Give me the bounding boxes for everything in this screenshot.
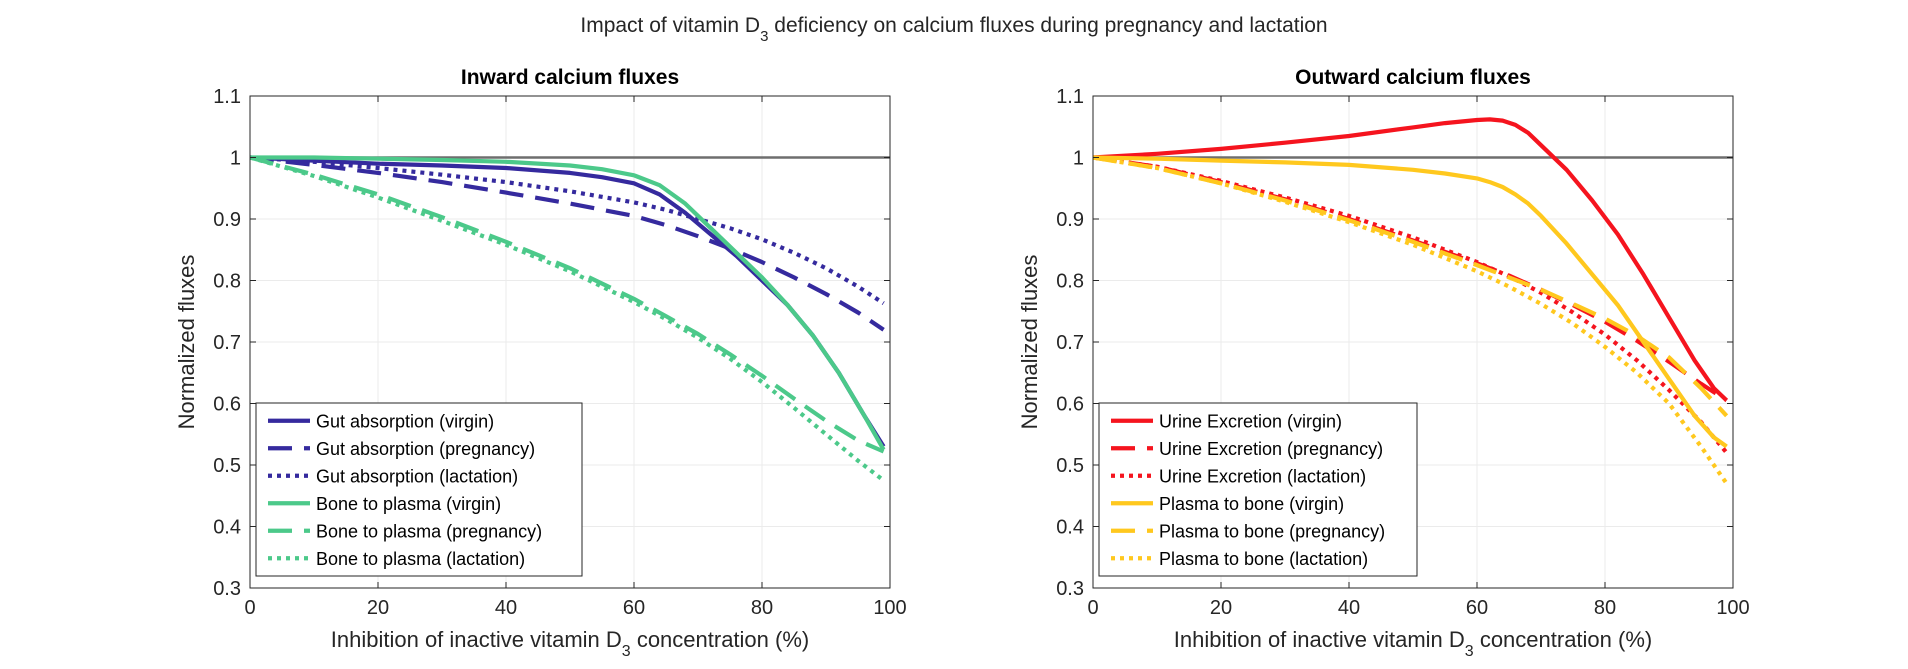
series-line-plasma-to-bone-lactation (1092, 155, 1729, 485)
series-line-gut-absorption-pregnancy (249, 155, 885, 332)
chart-title: Outward calcium fluxes (1295, 66, 1531, 89)
x-tick-label: 60 (623, 597, 645, 619)
x-tick-label: 40 (495, 597, 517, 619)
y-tick-label: 0.4 (213, 517, 241, 539)
legend-label-plasma-to-bone-lactation: Plasma to bone (lactation) (1159, 549, 1368, 569)
series-line-bone-to-plasma-lactation (249, 155, 885, 483)
legend-label-plasma-to-bone-virgin: Plasma to bone (virgin) (1159, 494, 1344, 514)
y-tick-label: 0.8 (1056, 271, 1084, 293)
legend-label-urine-excretion-pregnancy: Urine Excretion (pregnancy) (1159, 439, 1383, 459)
y-tick-label: 0.5 (1056, 455, 1084, 477)
x-axis-label: Inhibition of inactive vitamin D3 concen… (1174, 627, 1652, 660)
x-tick-label: 100 (873, 597, 906, 619)
legend-label-plasma-to-bone-pregnancy: Plasma to bone (pregnancy) (1159, 521, 1385, 541)
y-tick-label: 1 (1073, 148, 1084, 170)
y-tick-label: 0.7 (213, 332, 241, 354)
y-tick-label: 0.8 (213, 271, 241, 293)
y-tick-label: 0.6 (213, 394, 241, 416)
x-tick-label: 60 (1466, 597, 1488, 619)
legend-label-urine-excretion-virgin: Urine Excretion (virgin) (1159, 411, 1342, 431)
legend: Gut absorption (virgin) Gut absorption (p… (255, 402, 583, 577)
series-line-plasma-to-bone-pregnancy (1092, 155, 1729, 418)
legend-box (1098, 402, 1418, 577)
suptitle-part-rest: deficiency on calcium fluxes during preg… (768, 14, 1327, 37)
legend-box (255, 402, 583, 577)
y-tick-label: 0.5 (213, 455, 241, 477)
chart-inward-calcium-fluxes: 0 20 40 60 80 100 0.3 0.4 0.5 0.6 0.7 0.8 0.9 1 1.1 Inw… (174, 66, 907, 660)
x-axis-label-main: Inhibition of inactive vitamin D (1174, 627, 1465, 652)
y-axis-label: Normalized fluxes (1017, 255, 1042, 430)
x-axis-label-rest: concentration (%) (631, 627, 810, 652)
x-tick-label: 0 (244, 597, 255, 619)
series-line-gut-absorption-lactation (249, 155, 885, 306)
y-tick-label: 1 (230, 148, 241, 170)
series-line-bone-to-plasma-pregnancy (249, 155, 885, 454)
y-tick-label: 0.4 (1056, 517, 1084, 539)
series-line-bone-to-plasma-virgin (250, 155, 886, 451)
x-axis-label-rest: concentration (%) (1474, 627, 1653, 652)
x-axis-label-main: Inhibition of inactive vitamin D (331, 627, 622, 652)
x-tick-label: 40 (1338, 597, 1360, 619)
x-tick-label: 100 (1716, 597, 1749, 619)
x-tick-label: 80 (1594, 597, 1616, 619)
legend-label-gut-absorption-lactation: Gut absorption (lactation) (316, 466, 518, 486)
legend-label-urine-excretion-lactation: Urine Excretion (lactation) (1159, 466, 1366, 486)
legend-label-bone-to-plasma-pregnancy: Bone to plasma (pregnancy) (316, 521, 542, 541)
legend-label-gut-absorption-pregnancy: Gut absorption (pregnancy) (316, 439, 535, 459)
series-line-urine-excretion-virgin (1092, 117, 1729, 402)
y-tick-label: 0.6 (1056, 394, 1084, 416)
y-tick-label: 0.9 (213, 209, 241, 231)
x-tick-label: 80 (751, 597, 773, 619)
legend-label-bone-to-plasma-virgin: Bone to plasma (virgin) (316, 494, 501, 514)
chart-title: Inward calcium fluxes (461, 66, 679, 89)
x-tick-label: 20 (367, 597, 389, 619)
x-tick-label: 20 (1210, 597, 1232, 619)
suptitle-part-main: Impact of vitamin D (580, 14, 760, 37)
suptitle-part-subscript: 3 (760, 28, 768, 45)
chart-outward-calcium-fluxes: 0 20 40 60 80 100 0.3 0.4 0.5 0.6 0.7 0.8 0.9 1 1.1 Out… (1017, 66, 1750, 660)
x-axis-label: Inhibition of inactive vitamin D3 concen… (331, 627, 809, 660)
x-tick-label: 0 (1087, 597, 1098, 619)
y-tick-label: 0.3 (1056, 578, 1084, 600)
y-tick-label: 1.1 (1056, 86, 1084, 108)
y-tick-label: 0.7 (1056, 332, 1084, 354)
legend: Urine Excretion (virgin) Urine Excretion … (1098, 402, 1418, 577)
x-axis-label-subscript: 3 (1465, 643, 1474, 660)
y-tick-label: 0.9 (1056, 209, 1084, 231)
y-tick-label: 0.3 (213, 578, 241, 600)
legend-label-bone-to-plasma-lactation: Bone to plasma (lactation) (316, 549, 525, 569)
legend-label-gut-absorption-virgin: Gut absorption (virgin) (316, 411, 494, 431)
series-line-plasma-to-bone-virgin (1092, 155, 1728, 449)
y-tick-label: 1.1 (213, 86, 241, 108)
y-axis-label: Normalized fluxes (174, 255, 199, 430)
figure-suptitle: Impact of vitamin D3 deficiency on calci… (580, 14, 1327, 45)
x-axis-label-subscript: 3 (622, 643, 631, 660)
